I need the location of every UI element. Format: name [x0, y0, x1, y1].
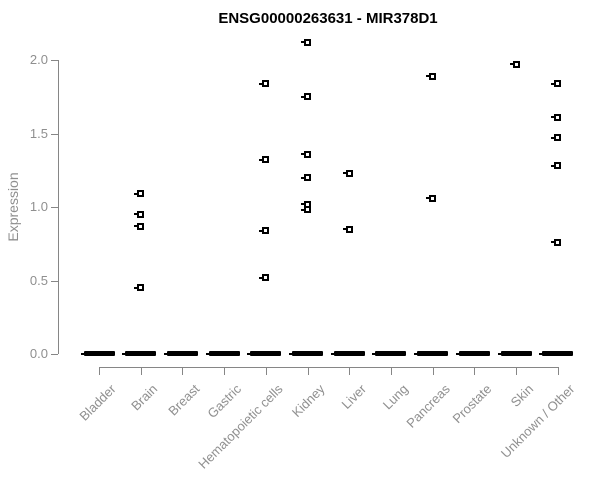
y-tick	[51, 354, 58, 355]
zero-cluster-bar	[539, 351, 574, 356]
data-point	[342, 225, 353, 233]
x-axis-label: Hematopoietic cells	[195, 381, 286, 472]
data-point	[551, 80, 562, 88]
data-point	[426, 194, 437, 202]
x-tick	[390, 368, 392, 375]
y-tick	[51, 280, 58, 282]
x-tick	[265, 368, 267, 375]
x-tick	[140, 368, 142, 375]
zero-cluster-bar	[372, 351, 407, 356]
x-tick	[516, 368, 517, 375]
y-tick-label: 1.0	[29, 199, 48, 214]
y-tick	[51, 207, 58, 208]
data-point	[134, 190, 145, 198]
data-point	[259, 274, 270, 282]
x-tick	[99, 368, 100, 375]
x-tick	[224, 368, 226, 375]
x-tick	[349, 368, 351, 375]
y-tick	[51, 60, 58, 61]
data-point	[301, 174, 311, 182]
x-axis-label: Pancreas	[403, 381, 453, 431]
data-point	[426, 72, 437, 80]
x-tick	[307, 368, 309, 375]
zero-cluster-bar	[330, 351, 365, 356]
zero-cluster-bar	[289, 351, 323, 356]
zero-cluster-bar	[205, 351, 240, 356]
y-tick-label: 1.5	[29, 125, 48, 141]
data-point	[259, 156, 270, 164]
data-point	[551, 238, 562, 246]
zero-cluster-bar	[122, 351, 157, 356]
x-axis-label: Unknown / Other	[498, 381, 578, 461]
data-point	[509, 60, 520, 68]
zero-cluster-bar	[497, 351, 532, 356]
x-tick	[474, 368, 476, 375]
x-tick	[182, 368, 184, 375]
x-axis-label: Liver	[338, 381, 370, 412]
data-point	[301, 150, 311, 158]
zero-cluster-bar	[163, 351, 198, 356]
x-tick	[432, 368, 434, 375]
x-axis-label: Gastric	[204, 381, 245, 422]
data-point	[551, 113, 562, 121]
x-axis-label: Lung	[379, 381, 411, 413]
zero-cluster-bar	[80, 351, 115, 356]
x-axis-label: Kidney	[288, 381, 328, 421]
data-point	[551, 162, 562, 170]
y-tick-label: 2.0	[29, 52, 48, 67]
x-tick	[557, 368, 559, 375]
x-axis-label: Breast	[165, 381, 203, 419]
data-point	[301, 38, 311, 46]
x-axis-label: Prostate	[449, 381, 495, 427]
x-axis-label: Bladder	[76, 381, 119, 424]
zero-cluster-bar	[247, 351, 282, 356]
zero-cluster-bar	[455, 351, 490, 356]
data-point	[134, 222, 145, 230]
data-point	[342, 169, 353, 177]
x-axis-label: Brain	[128, 381, 161, 414]
data-point	[301, 93, 311, 101]
y-tick-label: 0.0	[29, 346, 48, 361]
data-point	[134, 284, 145, 292]
y-tick	[51, 133, 58, 135]
x-axis-label: Skin	[507, 381, 536, 410]
data-point	[301, 206, 311, 214]
data-point	[259, 227, 270, 235]
y-tick-label: 0.5	[29, 272, 48, 288]
chart-title: ENSG00000263631 - MIR378D1	[218, 10, 438, 27]
data-point	[259, 80, 270, 88]
zero-cluster-bar	[414, 351, 449, 356]
x-axis-line	[99, 367, 559, 368]
y-axis-line	[58, 60, 59, 354]
data-point	[551, 134, 562, 142]
data-point	[134, 210, 145, 218]
